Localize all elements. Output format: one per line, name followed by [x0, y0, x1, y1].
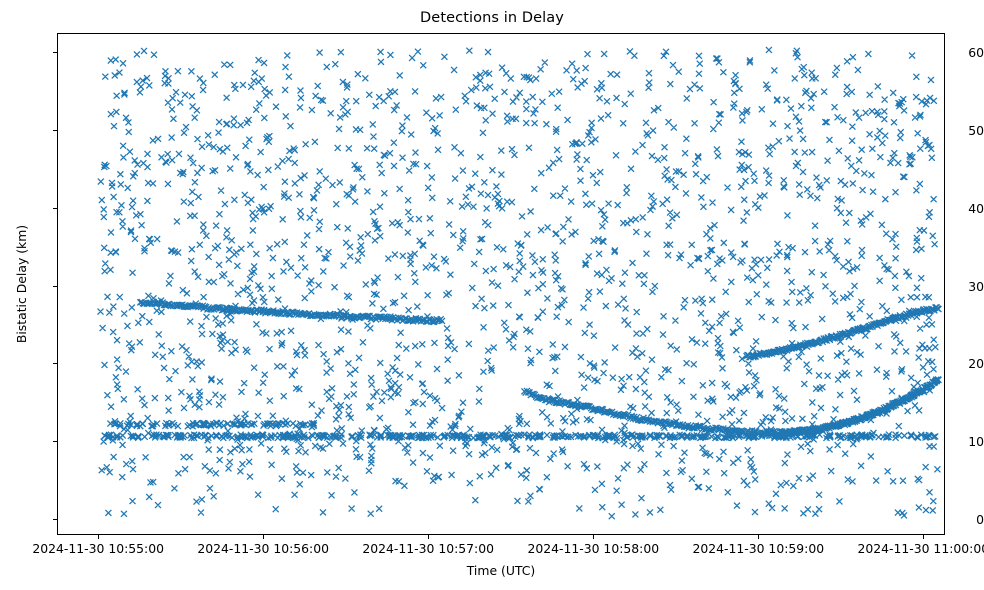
y-tick-label: 20 — [968, 356, 984, 372]
chart-title: Detections in Delay — [420, 10, 564, 26]
x-tick-label: 2024-11-30 11:00:00 — [857, 541, 984, 556]
x-tick-mark — [263, 535, 265, 539]
x-tick-label: 2024-11-30 10:59:00 — [692, 541, 825, 556]
x-tick-mark — [758, 535, 760, 539]
y-tick-label: 10 — [968, 434, 984, 450]
x-tick-mark — [593, 535, 595, 539]
y-tick-label: 0 — [976, 512, 984, 527]
x-tick-mark — [428, 535, 430, 539]
x-tick-label: 2024-11-30 10:55:00 — [32, 541, 164, 556]
y-tick-mark — [53, 441, 57, 443]
y-tick-label: 30 — [968, 278, 984, 294]
x-tick-label: 2024-11-30 10:57:00 — [362, 541, 494, 556]
y-tick-mark — [53, 285, 57, 287]
x-tick-label: 2024-11-30 10:58:00 — [527, 541, 660, 556]
y-tick-mark — [53, 363, 57, 365]
y-tick-label: 60 — [968, 45, 984, 60]
y-tick-label: 50 — [968, 122, 984, 138]
x-tick-mark — [923, 535, 925, 539]
y-tick-mark — [53, 207, 57, 209]
y-tick-mark — [53, 52, 57, 53]
x-axis-label: Time (UTC) — [466, 563, 536, 578]
scatter-layer — [97, 46, 942, 520]
y-tick-mark — [53, 519, 57, 520]
x-tick-label: 2024-11-30 10:56:00 — [197, 541, 329, 556]
y-tick-label: 40 — [968, 200, 984, 216]
y-axis-label: Bistatic Delay (km) — [14, 224, 29, 344]
y-tick-mark — [53, 129, 57, 131]
plot-area — [57, 33, 945, 535]
x-tick-mark — [98, 535, 100, 539]
